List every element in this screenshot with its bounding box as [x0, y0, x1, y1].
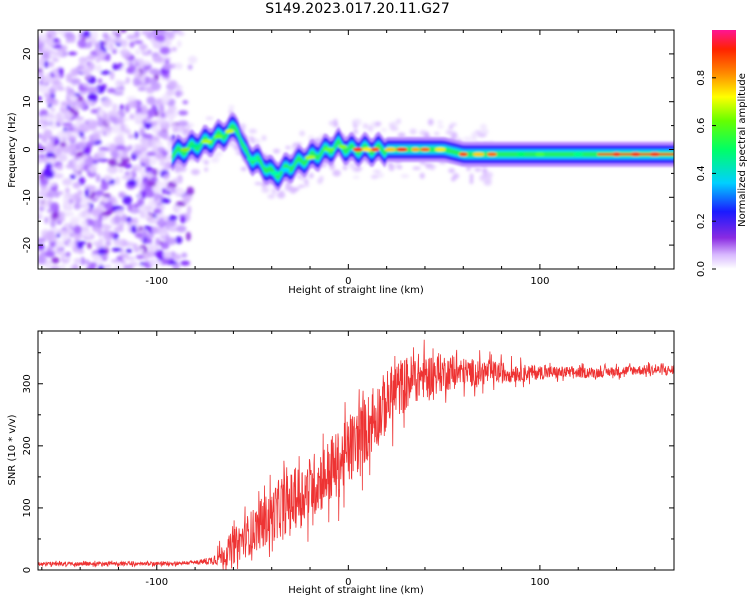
spectral-peak [361, 147, 374, 152]
bottom-y-tick-label: 100 [22, 498, 33, 517]
top-y-tick-label: 20 [22, 48, 33, 61]
spectral-peak [280, 167, 290, 172]
top-x-axis-label: Height of straight line (km) [288, 285, 424, 296]
top-x-tick-label: -100 [145, 276, 168, 287]
colorbar-label: Normalized spectral amplitude [737, 73, 748, 227]
spectral-peak [434, 147, 446, 152]
spectral-peak [270, 171, 281, 176]
bottom-plot-frame [37, 330, 675, 571]
bottom-x-tick-label: 100 [530, 577, 549, 588]
top-y-tick-label: -10 [22, 189, 33, 205]
spectral-peak [246, 157, 259, 162]
spectral-peak [516, 152, 526, 157]
spectral-peak [411, 147, 420, 152]
bottom-y-tick-label: 0 [22, 567, 33, 573]
spectral-peak [224, 129, 235, 134]
bottom-x-axis-label: Height of straight line (km) [288, 585, 424, 596]
bottom-y-tick-label: 200 [22, 436, 33, 455]
spectral-peak [384, 147, 397, 152]
colorbar-tick-label: 0.8 [696, 70, 707, 86]
spectral-peak [370, 147, 380, 152]
spectrogram-image [38, 30, 674, 269]
bottom-axis-ticks: -100 0 100 0 100 200 300 [22, 331, 674, 588]
colorbar-tick-label: 0.0 [696, 261, 707, 277]
colorbar-tick-label: 0.6 [696, 118, 707, 134]
snr-series-line [38, 339, 674, 570]
top-y-tick-label: 0 [22, 146, 33, 152]
colorbar-tick-label: 0.4 [696, 165, 707, 181]
top-y-tick-label: -20 [22, 237, 33, 253]
spectral-peak [304, 155, 316, 160]
spectral-peak [201, 139, 212, 144]
snr-plot-area [38, 339, 674, 570]
spectral-peak [337, 144, 348, 149]
spectral-peak [486, 152, 498, 157]
spectral-peak [396, 147, 408, 152]
top-y-tick-label: 10 [22, 95, 33, 108]
spectral-peak [472, 152, 485, 157]
spectral-peak [189, 144, 201, 149]
top-x-tick-label: 100 [530, 276, 549, 287]
spectral-peak [352, 147, 364, 152]
colorbar-tick-label: 0.2 [696, 213, 707, 229]
spectral-peak [420, 147, 430, 152]
spectral-peak [572, 152, 584, 157]
colorbar [712, 30, 736, 269]
chart-title: S149.2023.017.20.11.G27 [265, 1, 450, 17]
spectral-ridge-band [172, 123, 674, 181]
spectral-peak [458, 152, 468, 157]
spectral-peak [535, 152, 545, 157]
spectral-peak [323, 147, 335, 152]
top-y-axis-label: Frequency (Hz) [7, 112, 18, 188]
spectral-peak [180, 147, 191, 152]
bottom-x-tick-label: -100 [145, 577, 168, 588]
bottom-x-tick-label: 0 [345, 577, 351, 588]
spectral-peak [213, 134, 223, 139]
bottom-y-tick-label: 300 [22, 374, 33, 393]
colorbar-ticks: 0.0 0.2 0.4 0.6 0.8 [696, 70, 716, 277]
bottom-y-axis-label: SNR (10 * v/v) [7, 414, 18, 485]
top-x-tick-label: 0 [345, 276, 351, 287]
